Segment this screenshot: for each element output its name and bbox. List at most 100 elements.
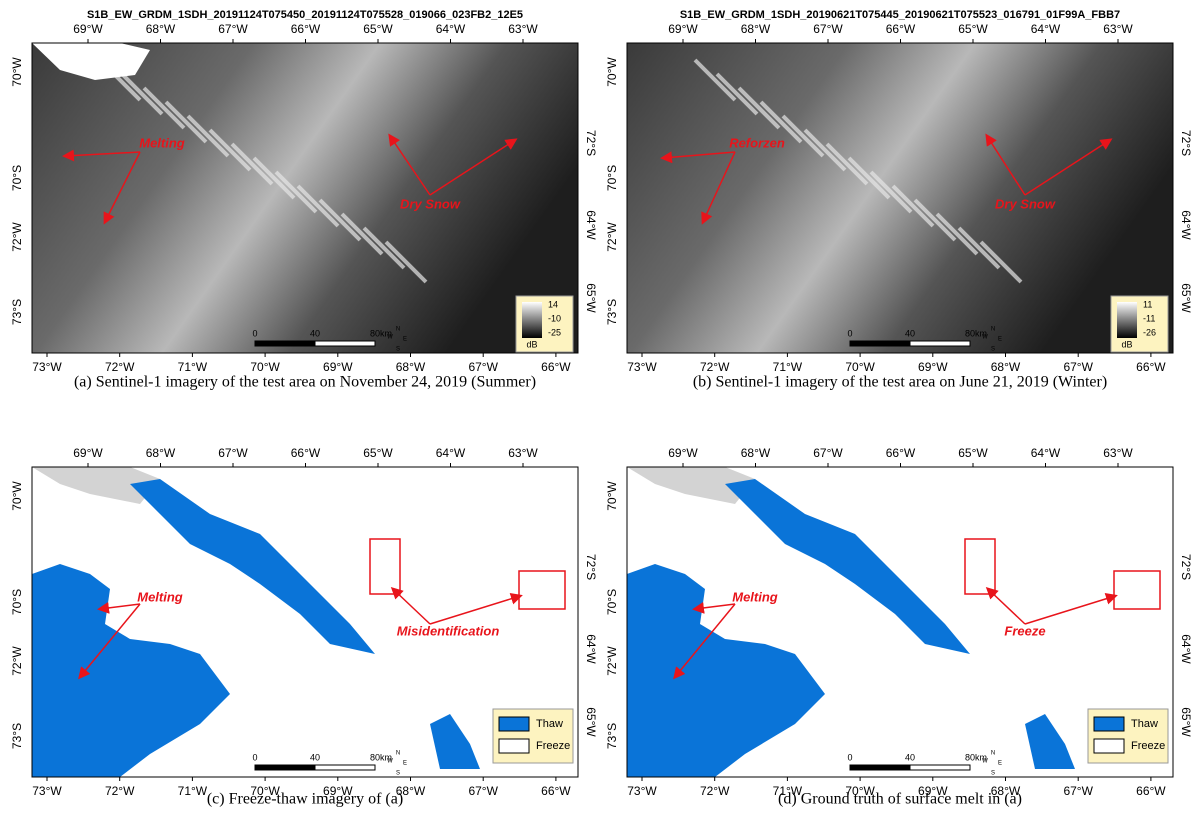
compass-letter: E <box>403 337 407 343</box>
top-tick-label: 66°W <box>886 22 916 36</box>
arrow <box>1024 138 1113 196</box>
left-tick-label: 70°S <box>10 589 24 615</box>
ridge <box>296 184 340 228</box>
compass-letter: W <box>387 759 393 765</box>
arrow <box>103 151 141 225</box>
bottom-tick-label: 68°W <box>396 784 426 798</box>
arrow <box>1024 592 1118 625</box>
bottom-tick-label: 73°W <box>627 360 657 374</box>
bottom-tick-label: 66°W <box>1136 360 1166 374</box>
bottom-tick-label: 66°W <box>1136 784 1166 798</box>
arrow <box>701 151 736 225</box>
panel: 69°W 68°W 67°W 66°W 65°W 64°W 63°W 73°W 72°W 71°W… <box>10 446 598 808</box>
scale-label: 80 <box>965 328 975 338</box>
scale-unit: km <box>975 328 987 338</box>
bottom-tick-label: 71°W <box>178 784 208 798</box>
no-data <box>32 43 150 80</box>
ridge <box>781 114 825 158</box>
compass-letter: S <box>396 347 400 353</box>
caption: (c) Freeze-thaw imagery of (a) <box>207 791 403 808</box>
arrow <box>660 151 736 164</box>
ridge <box>869 170 913 214</box>
caption: (b) Sentinel-1 imagery of the test area … <box>693 374 1107 391</box>
bottom-tick-label: 66°W <box>541 360 571 374</box>
arrow <box>985 586 1026 625</box>
arrow <box>985 133 1026 196</box>
ridge <box>252 156 296 200</box>
bottom-tick-label: 72°W <box>700 360 730 374</box>
right-tick-label: 65°W <box>1179 707 1193 737</box>
top-tick-label: 65°W <box>363 446 393 460</box>
left-tick-label: 73°S <box>10 723 24 749</box>
top-tick-label: 63°W <box>508 446 538 460</box>
left-tick-label: 70°W <box>605 57 619 87</box>
top-tick-label: 63°W <box>508 22 538 36</box>
ridge <box>825 142 869 186</box>
top-tick-label: 69°W <box>73 22 103 36</box>
left-tick-label: 70°W <box>10 481 24 511</box>
right-tick-label: 72°S <box>584 554 598 580</box>
bottom-tick-label: 73°W <box>32 360 62 374</box>
ridge <box>957 226 1001 270</box>
ridge <box>340 212 384 256</box>
legend-swatch <box>1093 716 1125 732</box>
top-tick-label: 68°W <box>146 22 176 36</box>
left-tick-label: 72°W <box>605 222 619 252</box>
scale-bar <box>314 764 376 771</box>
ridge <box>142 86 186 130</box>
bottom-tick-label: 69°W <box>918 360 948 374</box>
left-tick-label: 72°W <box>10 646 24 676</box>
ridge <box>913 198 957 242</box>
bottom-tick-label: 70°W <box>845 784 875 798</box>
ridge <box>208 128 252 172</box>
thaw-area <box>430 714 480 769</box>
top-tick-label: 69°W <box>668 22 698 36</box>
legend-label: Thaw <box>536 718 563 730</box>
annotation: Dry Snow <box>995 196 1056 211</box>
top-tick-label: 69°W <box>73 446 103 460</box>
ridge <box>979 240 1023 284</box>
caption: (d) Ground truth of surface melt in (a) <box>778 791 1022 808</box>
annotation: Melting <box>139 135 185 150</box>
ridge <box>737 86 781 130</box>
panel: S1B_EW_GRDM_1SDH_20191124T075450_2019112… <box>10 9 598 391</box>
scale-label: 0 <box>252 752 257 762</box>
right-tick-label: 64°W <box>1179 634 1193 664</box>
left-tick-label: 70°S <box>605 165 619 191</box>
bottom-tick-label: 72°W <box>105 360 135 374</box>
panel-header: S1B_EW_GRDM_1SDH_20190621T075445_2019062… <box>680 9 1120 21</box>
top-tick-label: 66°W <box>886 446 916 460</box>
bottom-tick-label: 72°W <box>105 784 135 798</box>
ridge <box>759 100 803 144</box>
right-tick-label: 64°W <box>584 210 598 240</box>
compass-letter: N <box>991 751 995 757</box>
legend-swatch <box>1093 738 1125 754</box>
legend-label: Freeze <box>536 740 570 752</box>
bottom-tick-label: 69°W <box>918 784 948 798</box>
scale-unit: km <box>380 328 392 338</box>
top-tick-label: 68°W <box>741 446 771 460</box>
left-tick-label: 70°W <box>10 57 24 87</box>
compass-letter: N <box>396 327 400 333</box>
scale-label: 0 <box>847 328 852 338</box>
map-image <box>627 43 1173 353</box>
bottom-tick-label: 67°W <box>1063 360 1093 374</box>
legend-label: Thaw <box>1131 718 1158 730</box>
legend-swatch <box>498 738 530 754</box>
bottom-tick-label: 70°W <box>250 784 280 798</box>
top-tick-label: 68°W <box>741 22 771 36</box>
left-tick-label: 73°S <box>10 299 24 325</box>
scale-label: 40 <box>905 752 915 762</box>
bottom-tick-label: 71°W <box>773 360 803 374</box>
bottom-tick-label: 70°W <box>250 360 280 374</box>
top-tick-label: 66°W <box>291 446 321 460</box>
legend-label: 14 <box>548 299 558 309</box>
top-tick-label: 67°W <box>218 22 248 36</box>
top-tick-label: 64°W <box>1031 446 1061 460</box>
ridge <box>384 240 428 284</box>
compass-letter: S <box>991 347 995 353</box>
scale-label: 0 <box>847 752 852 762</box>
arrow <box>429 592 523 625</box>
right-tick-label: 64°W <box>1179 210 1193 240</box>
